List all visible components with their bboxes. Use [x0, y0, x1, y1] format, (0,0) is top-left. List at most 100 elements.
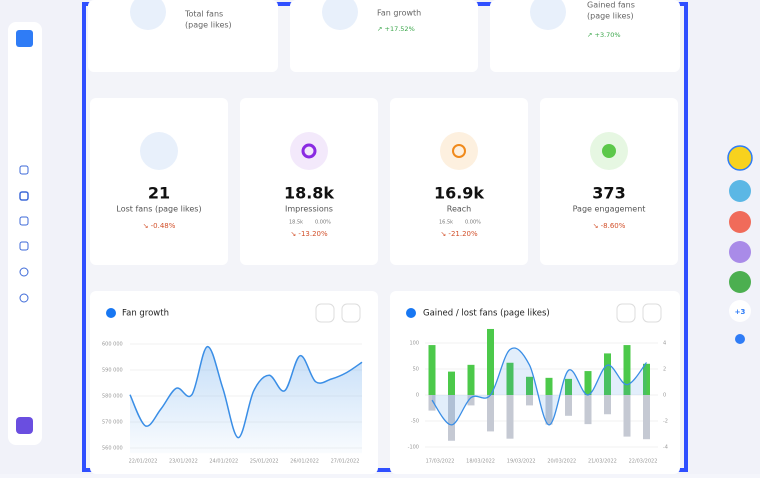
stat-icons: [140, 132, 628, 170]
more-accounts-label: +3: [735, 308, 746, 316]
chart-title: Gained / lost fans (page likes): [423, 309, 550, 319]
stat-label: Reach: [447, 205, 472, 214]
y-tick-label: 570 000: [102, 420, 123, 426]
x-tick-label: 20/03/2022: [547, 459, 576, 465]
icon: [440, 132, 478, 170]
nav-stats[interactable]: [19, 191, 29, 201]
stat-change: ↘ -13.20%: [290, 230, 328, 238]
y-tick-label: 600 000: [102, 342, 123, 348]
stat-card: [540, 98, 678, 265]
lost-bar: [545, 395, 553, 425]
top-icons: [130, 0, 566, 30]
y-tick-label: 580 000: [102, 394, 123, 400]
account-avatar[interactable]: [729, 241, 751, 263]
y-tick-label: 50: [413, 367, 419, 373]
icon: [301, 143, 317, 159]
x-tick-label: 24/01/2022: [209, 459, 238, 465]
card-label: Gained fans: [587, 1, 635, 10]
stat-detail: 18.5k: [289, 220, 303, 226]
gained-bar: [623, 345, 631, 395]
x-tick-label: 27/01/2022: [331, 459, 360, 465]
gained-bar: [643, 363, 650, 395]
expand-button[interactable]: [616, 303, 636, 323]
line-area: [130, 346, 362, 454]
y2-tick-label: 4: [663, 341, 666, 347]
x-tick-label: 19/03/2022: [507, 459, 536, 465]
account-avatar[interactable]: [729, 180, 751, 202]
nav-posts[interactable]: [19, 241, 29, 251]
icon: [322, 0, 358, 30]
nav-icons: [19, 165, 29, 303]
facebook-icon: [406, 308, 416, 318]
lost-bar: [448, 395, 455, 441]
download-button[interactable]: [642, 303, 662, 323]
stat-change: ↘ -8.60%: [593, 222, 626, 230]
more-accounts[interactable]: [729, 300, 751, 322]
gained-bar: [448, 371, 455, 395]
card-label: (page likes): [185, 21, 232, 30]
stat-label: Page engagement: [573, 205, 646, 214]
y-tick-label: -100: [408, 445, 419, 451]
x-tick-label: 22/03/2022: [629, 459, 658, 465]
stat-value: 18.8k: [284, 184, 334, 203]
stat-detail: 16.5k: [439, 220, 453, 226]
lost-bar: [643, 395, 650, 440]
logo[interactable]: [16, 30, 33, 47]
x-tick-label: 23/01/2022: [169, 459, 198, 465]
icon: [130, 0, 166, 30]
chart-header-icons: [106, 303, 662, 323]
nav-media[interactable]: [19, 216, 29, 226]
account-avatar[interactable]: [729, 211, 751, 233]
facebook-icon: [106, 308, 116, 318]
stat-label: Lost fans (page likes): [116, 205, 201, 214]
user-avatar[interactable]: [16, 417, 33, 434]
icon: [140, 132, 178, 170]
expand-button[interactable]: [315, 303, 335, 323]
y-tick-label: 100: [409, 341, 419, 347]
stat-change: ↘ -0.48%: [143, 222, 176, 230]
account-avatar[interactable]: [727, 145, 753, 171]
y-tick-label: 0: [416, 393, 419, 399]
gained-bar: [545, 377, 553, 395]
x-tick-label: 25/01/2022: [250, 459, 279, 465]
nav-home[interactable]: [19, 165, 29, 175]
y2-tick-label: -2: [663, 419, 668, 425]
x-tick-label: 21/03/2022: [588, 459, 617, 465]
nav-settings[interactable]: [19, 293, 29, 303]
gained-bar: [467, 364, 475, 395]
top-card: [88, 0, 278, 72]
card-label: (page likes): [587, 12, 634, 21]
lost-bar: [604, 395, 611, 415]
card-label: Total fans: [184, 10, 223, 19]
line: [431, 347, 648, 426]
y-tick-label: 560 000: [102, 446, 123, 452]
stat-card: [390, 98, 528, 265]
y-tick-label: -50: [411, 419, 419, 425]
lost-bar: [428, 395, 436, 411]
download-button[interactable]: [341, 303, 361, 323]
stat-change: ↘ -21.20%: [440, 230, 478, 238]
add-account[interactable]: [735, 334, 745, 344]
gained-bar: [584, 371, 592, 395]
gained-bar: [506, 362, 514, 395]
stat-card: [90, 98, 228, 265]
x-tick-label: 17/03/2022: [426, 459, 455, 465]
lost-bar: [526, 395, 533, 406]
chart-title: Fan growth: [122, 309, 169, 319]
lost-bar: [565, 395, 572, 416]
gained-bar: [487, 328, 494, 395]
left-sidebar: [8, 22, 42, 445]
line: [129, 345, 363, 439]
lost-bar: [506, 395, 514, 439]
x-tick-label: 26/01/2022: [290, 459, 319, 465]
stat-detail: 0.00%: [315, 220, 331, 226]
stat-value: 373: [592, 184, 625, 203]
y-tick-label: 590 000: [102, 368, 123, 374]
top-card: [490, 0, 680, 72]
lost-bar: [487, 395, 494, 432]
nav-messages[interactable]: [19, 267, 29, 277]
account-avatar[interactable]: [729, 271, 751, 293]
icon: [452, 144, 466, 158]
